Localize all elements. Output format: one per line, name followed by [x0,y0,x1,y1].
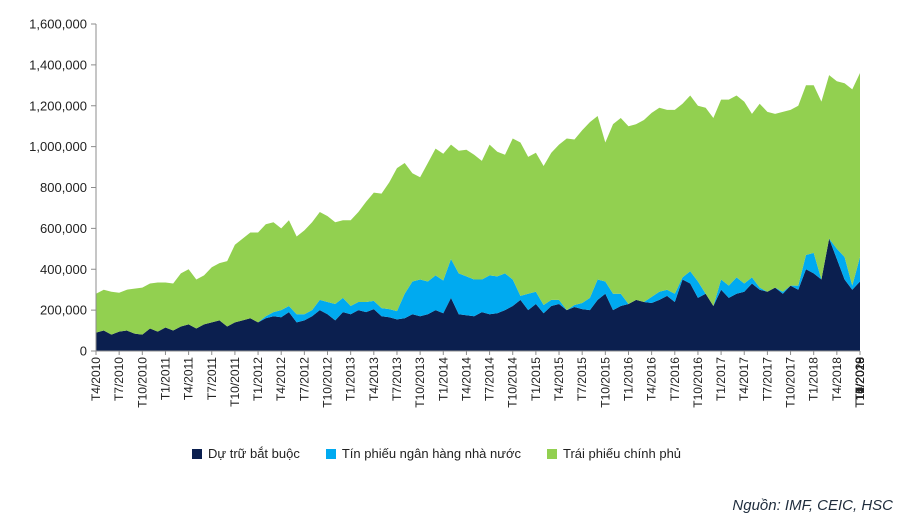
x-tick-label: T1/2018 [807,357,821,401]
x-tick-label: T7/2013 [390,357,404,401]
area-series-group [96,73,860,351]
x-tick-label: T4/2016 [645,357,659,401]
x-tick-labels: T4/2010 T7/2010 T10/2010 T1/2011 T4/2011 T7/2… [89,357,867,408]
source-note: Nguồn: IMF, CEIC, HSC [732,497,893,514]
x-tick-label: T4/2011 [182,357,196,400]
y-tick-labels: 0 200,000 400,000 600,000 800,000 1,000,000 1,… [29,17,87,359]
x-tick-label: T1/2014 [436,357,450,401]
x-tick-label: T4/2018 [830,357,844,401]
x-tick-label: T10/2013 [413,357,427,408]
area-series-2 [96,73,860,335]
x-tick-label: T7/2015 [575,357,589,401]
x-tick-label: T7/2010 [112,357,126,401]
x-tick-label: T7/2018 [853,357,867,401]
legend-swatch-sbv-bills [325,448,336,459]
legend-swatch-gov-bonds [546,448,557,459]
x-tick-label: T7/2019 [853,357,867,401]
area-series-1 [96,238,860,335]
x-tick-label: T7/2017 [760,357,774,401]
x-tick-label: T4/2012 [274,357,288,401]
x-tick-label: T1/2013 [344,357,358,401]
y-tick-label: 0 [80,344,87,359]
legend-label-sbv-bills: Tín phiếu ngân hàng nhà nước [341,446,521,461]
y-tick-label: 1,400,000 [29,57,87,72]
x-tick-label: T4/2020 [853,357,867,401]
y-tick-label: 600,000 [40,221,87,236]
x-tick-label: T7/2012 [297,357,311,401]
x-tick-label: T4/2017 [737,357,751,401]
x-tick-label: T4/2013 [367,357,381,401]
x-tick-label: T10/2017 [784,357,798,408]
x-tick-label: T7/2016 [668,357,682,401]
x-tick-label: T1/2011 [158,357,172,400]
y-tick-label: 1,200,000 [29,98,87,113]
legend-item-reserve: Dự trữ bắt buộc [192,446,300,461]
legend-item-gov-bonds: Trái phiếu chính phủ [546,446,682,461]
area-series-0 [96,238,860,351]
x-tick-label: T10/2016 [691,357,705,408]
x-tick-label: T4/2014 [459,357,473,401]
y-tick-label: 200,000 [40,303,87,318]
y-tick-label: 1,000,000 [29,139,87,154]
x-tick-label: T4/2015 [552,357,566,401]
y-tick-label: 400,000 [40,262,87,277]
legend-label-gov-bonds: Trái phiếu chính phủ [562,446,682,461]
legend-label-reserve: Dự trữ bắt buộc [208,446,300,461]
x-tick-label: T4/2010 [89,357,103,401]
x-tick-label: T10/2012 [321,357,335,408]
x-tick-label: T1/2019 [853,357,867,401]
x-tick-label: T4/2019 [853,357,867,401]
y-tick-label: 1,600,000 [29,17,87,32]
x-tick-label: T10/2019 [853,357,867,408]
x-tick-label: T1/2012 [251,357,265,401]
x-tick-label: T1/2020 [853,357,867,401]
x-tick-label: T7/2011 [205,357,219,400]
x-tick-label: T7/2014 [483,357,497,401]
x-tick-label: T10/2014 [506,357,520,408]
y-tick-label: 800,000 [40,180,87,195]
axes-group [91,23,861,355]
x-tick-label: T10/2011 [228,357,242,407]
x-tick-label: T1/2017 [714,357,728,401]
x-tick-label: T10/2015 [598,357,612,408]
x-tick-label: T10/2018 [853,357,867,408]
legend: Dự trữ bắt buộc Tín phiếu ngân hàng nhà … [192,446,707,461]
x-tick-label: T1/2015 [529,357,543,401]
legend-item-sbv-bills: Tín phiếu ngân hàng nhà nước [325,446,521,461]
legend-swatch-reserve [192,448,202,459]
x-tick-label: T1/2016 [621,357,635,401]
x-tick-label: T10/2010 [135,357,149,408]
